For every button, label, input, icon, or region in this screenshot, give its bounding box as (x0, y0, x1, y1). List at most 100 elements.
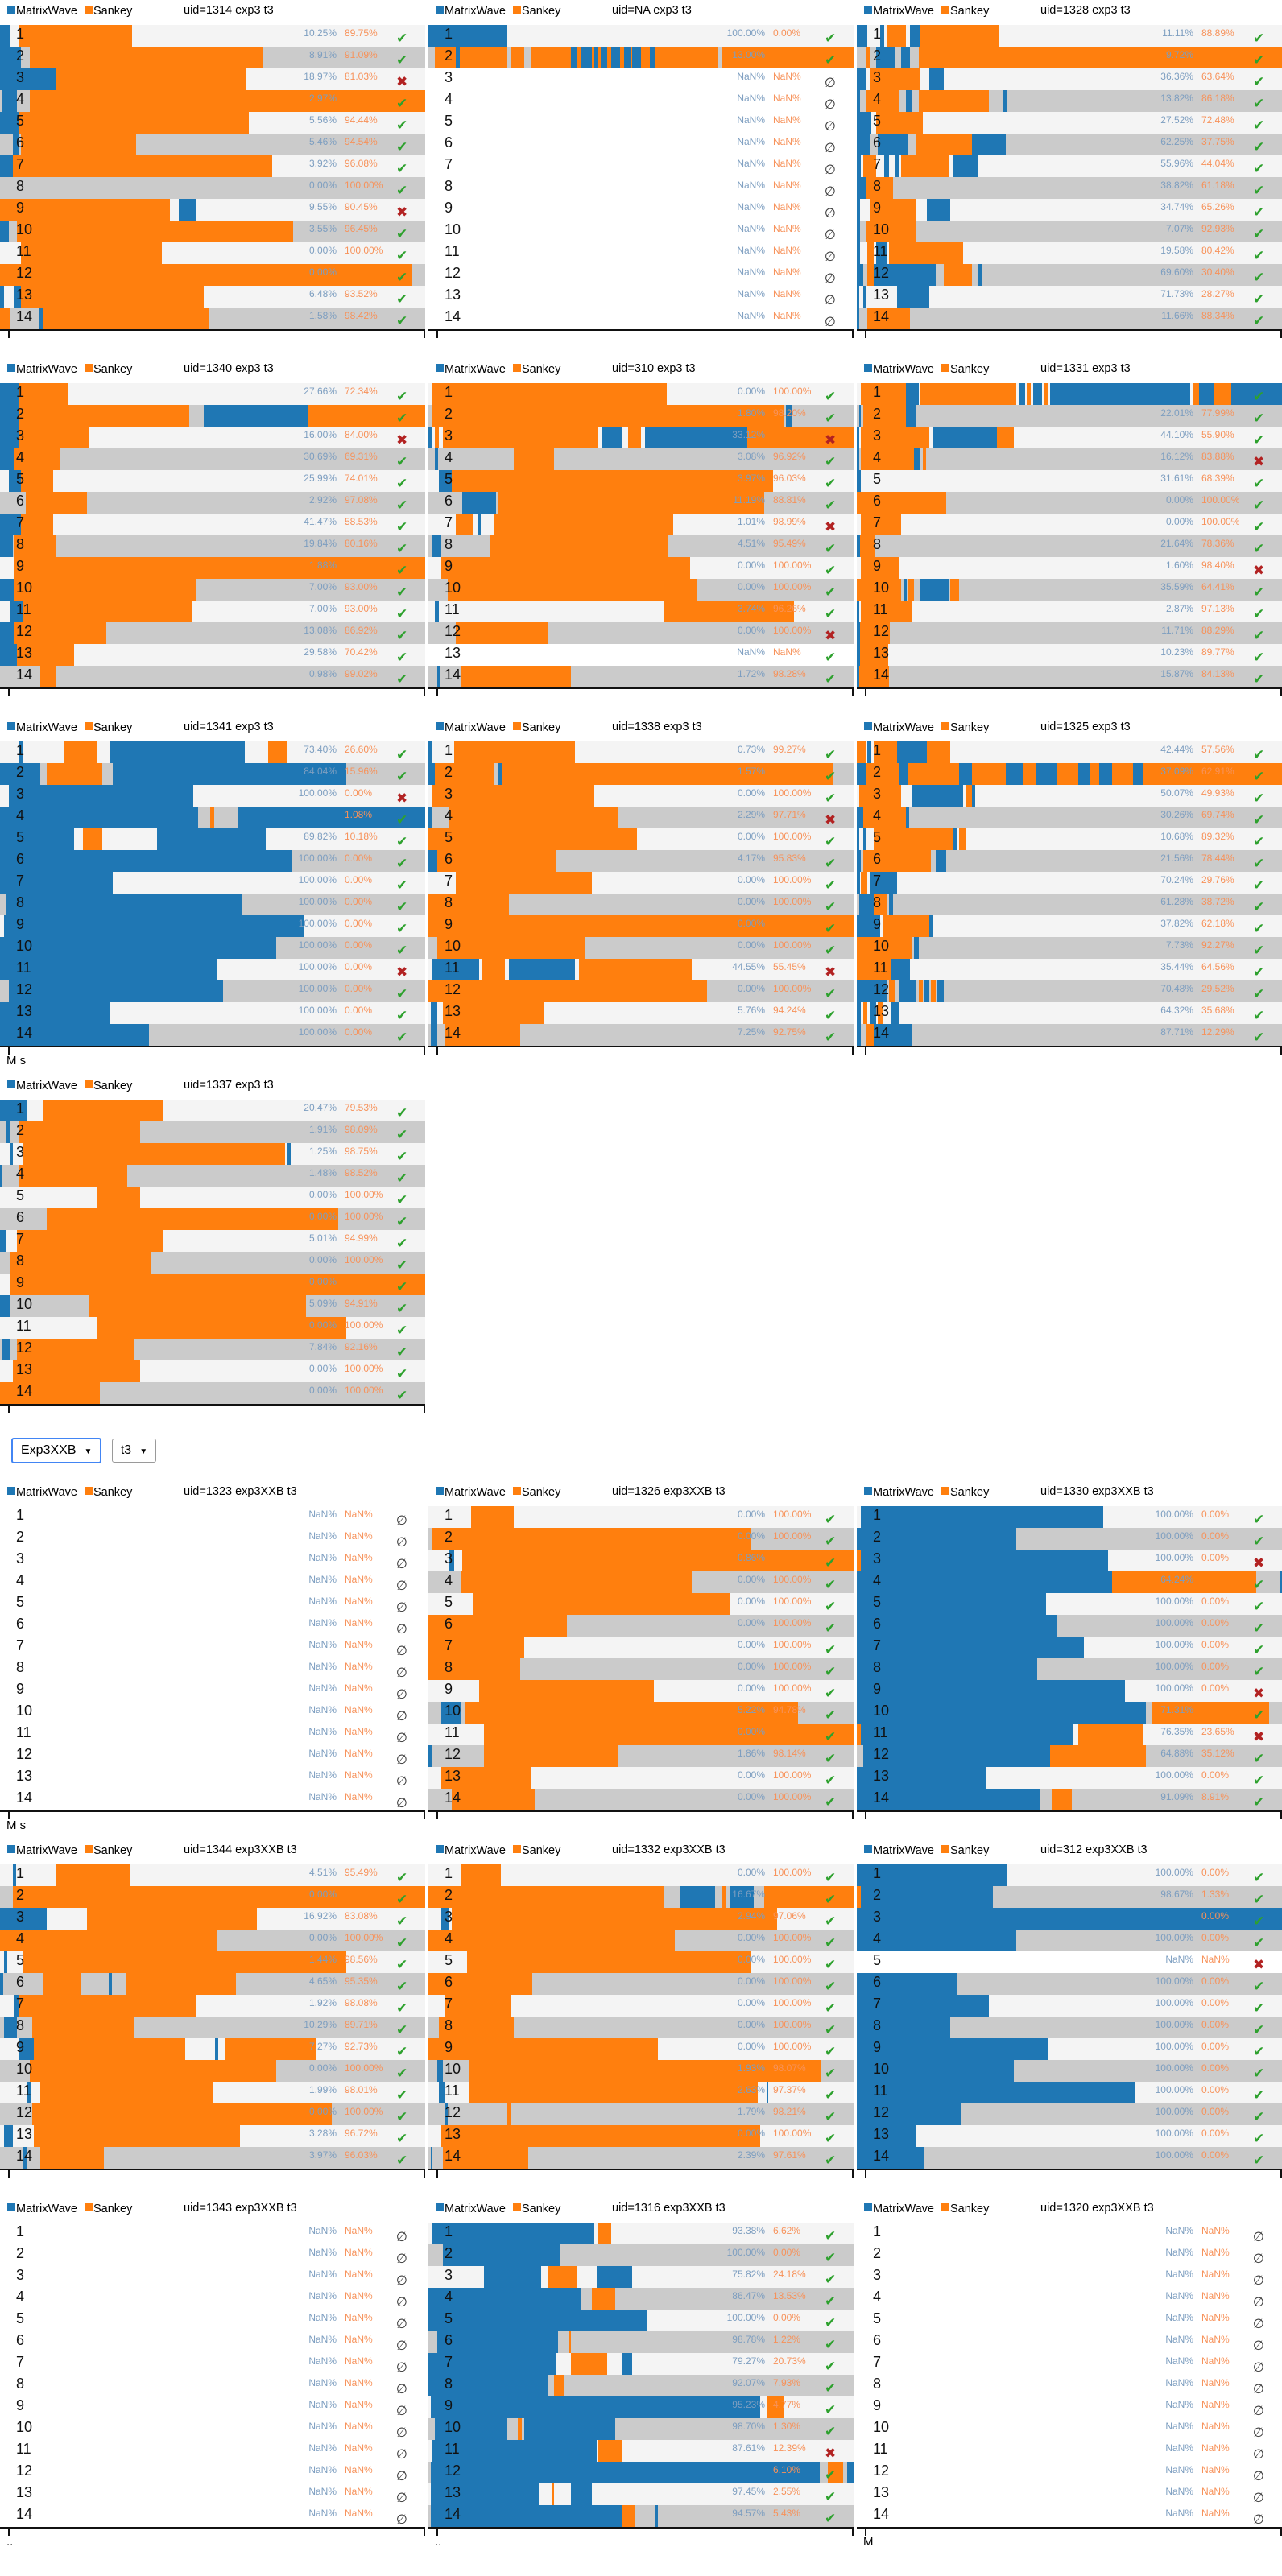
sankey-pct-label: 35.68% (1201, 1005, 1234, 1016)
task-row: 4 1.48% 98.52% ✔ (0, 1165, 425, 1187)
matrixwave-bar-segment (632, 47, 641, 68)
row-number: 4 (16, 807, 25, 824)
row-number: 4 (873, 2289, 882, 2305)
matrixwave-bar-segment (895, 155, 899, 177)
matrixwave-bar-segment (523, 2418, 616, 2440)
sankey-bar-segment (1111, 1571, 1257, 1593)
sankey-bar-segment (469, 2060, 822, 2082)
sankey-bar-segment (869, 68, 921, 90)
sankey-pct-label: NaN% (1201, 1954, 1230, 1965)
check-icon: ✔ (396, 52, 408, 68)
sankey-bar-segment (861, 557, 899, 579)
task-row: 9 9.55% 90.45% ✖ (0, 199, 425, 221)
matrixwave-legend-label: MatrixWave (16, 1486, 77, 1499)
matrixwave-pct-label: 3.55% (308, 223, 337, 234)
check-icon: ✔ (825, 1512, 837, 1527)
task-row: 13 100.00% 0.00% ✔ (0, 1002, 425, 1024)
row-number: 9 (16, 1274, 25, 1290)
row-number: 4 (445, 449, 453, 465)
check-icon: ✔ (1253, 747, 1265, 762)
experiment-select[interactable]: Exp3XXB ▼ (11, 1438, 102, 1463)
null-sign-icon: ∅ (1253, 2405, 1264, 2418)
matrixwave-pct-label: 100.00% (726, 27, 765, 39)
matrixwave-bar-segment (611, 47, 620, 68)
null-sign-icon: ∅ (825, 76, 836, 90)
sankey-pct-label: 37.75% (1201, 136, 1234, 147)
matrixwave-legend-swatch (7, 722, 15, 730)
matrixwave-legend-swatch (864, 364, 872, 372)
task-row: 11 NaN% NaN% ∅ (0, 2440, 425, 2462)
axis-tick (8, 2170, 10, 2178)
legend-item: Sankey (941, 5, 989, 18)
legend-item: Sankey (513, 5, 560, 18)
null-sign-icon: ∅ (396, 2383, 407, 2396)
sankey-pct-label: 55.45% (773, 961, 806, 972)
sankey-pct-label: 0.00% (1201, 1530, 1230, 1542)
check-icon: ✔ (396, 1323, 408, 1338)
matrixwave-pct-label: 41.47% (304, 516, 337, 527)
matrixwave-bar-segment (0, 644, 18, 666)
matrixwave-bar-segment (428, 1745, 432, 1767)
matrixwave-bar-segment (428, 741, 433, 763)
axis-tick (1280, 331, 1282, 338)
axis-tick (1280, 1047, 1282, 1055)
sankey-bar-segment (125, 1973, 237, 1995)
matrixwave-pct-label: 100.00% (1155, 1867, 1193, 1878)
matrixwave-pct-label: NaN% (737, 201, 765, 213)
matrixwave-bar-segment (952, 828, 957, 850)
matrixwave-bar-segment (4, 2125, 13, 2147)
check-icon: ✔ (825, 921, 837, 936)
axis-label (0, 2178, 425, 2190)
task-row: 5 NaN% NaN% ∅ (428, 112, 854, 134)
axis-tick (852, 689, 854, 696)
panel-title: uid=1331 exp3 t3 (1040, 362, 1131, 375)
matrixwave-bar-segment (0, 286, 5, 308)
matrixwave-pct-label: 13.82% (1160, 93, 1193, 104)
sankey-bar-segment (971, 763, 1006, 785)
matrixwave-bar-segment (1133, 763, 1144, 785)
row-number: 5 (445, 2310, 453, 2326)
row-number: 11 (445, 601, 460, 617)
matrixwave-legend-label: MatrixWave (873, 721, 934, 734)
panel-header: MatrixWave Sankey uid=1330 exp3XXB t3 (857, 1481, 1282, 1506)
check-icon: ✔ (1253, 964, 1265, 980)
row-number: 13 (873, 645, 890, 661)
sankey-pct-label: 58.53% (345, 516, 378, 527)
matrixwave-bar-segment (880, 25, 885, 47)
row-number: 11 (16, 601, 31, 617)
matrixwave-pct-label: 44.55% (732, 961, 765, 972)
task-row: 8 100.00% 0.00% ✔ (857, 1658, 1282, 1680)
sankey-bar-segment (440, 2125, 760, 2147)
row-number: 6 (16, 134, 25, 151)
panel-title: uid=1337 exp3 t3 (184, 1079, 274, 1092)
axis-tick (852, 1047, 854, 1055)
matrixwave-pct-label: 11.11% (1162, 27, 1193, 39)
check-icon: ✔ (825, 1870, 837, 1885)
sankey-bar-segment (443, 2147, 529, 2169)
matrixwave-bar-segment (14, 1995, 19, 2017)
matrixwave-legend-swatch (436, 722, 444, 730)
matrixwave-pct-label: NaN% (308, 1748, 337, 1759)
check-icon: ✔ (1253, 856, 1265, 871)
null-sign-icon: ∅ (1253, 2231, 1264, 2244)
sankey-bar-segment (901, 155, 949, 177)
matrixwave-bar-segment (857, 1593, 1046, 1615)
timeline-rows: 1 NaN% NaN% ∅ 2 NaN% NaN% ∅ 3 NaN% NaN% ∅ 4 NaN% NaN% ∅… (0, 2223, 425, 2529)
sankey-pct-label: 92.93% (1201, 223, 1234, 234)
task-row: 3 50.07% 49.93% ✔ (857, 785, 1282, 807)
matrixwave-pct-label: 7.00% (308, 603, 337, 614)
usage-panel: MatrixWave Sankey uid=1330 exp3XXB t3 1 100.… (857, 1481, 1282, 1831)
check-icon: ✔ (1253, 877, 1265, 893)
matrixwave-pct-label: 98.70% (732, 2421, 765, 2432)
sankey-bar-segment (453, 741, 576, 763)
task-row: 4 0.00% 100.00% ✔ (0, 1930, 425, 1951)
task-row: 3 16.92% 83.08% ✔ (0, 1908, 425, 1930)
sankey-bar-segment (225, 2038, 317, 2060)
check-icon: ✔ (396, 226, 408, 242)
task-row: 11 44.55% 55.45% ✖ (428, 959, 854, 980)
row-number: 12 (445, 623, 461, 639)
row-number: 2 (16, 1887, 25, 1903)
matrixwave-pct-label: NaN% (1165, 1954, 1193, 1965)
null-sign-icon: ∅ (825, 316, 836, 329)
trial-select[interactable]: t3 ▼ (111, 1439, 157, 1463)
